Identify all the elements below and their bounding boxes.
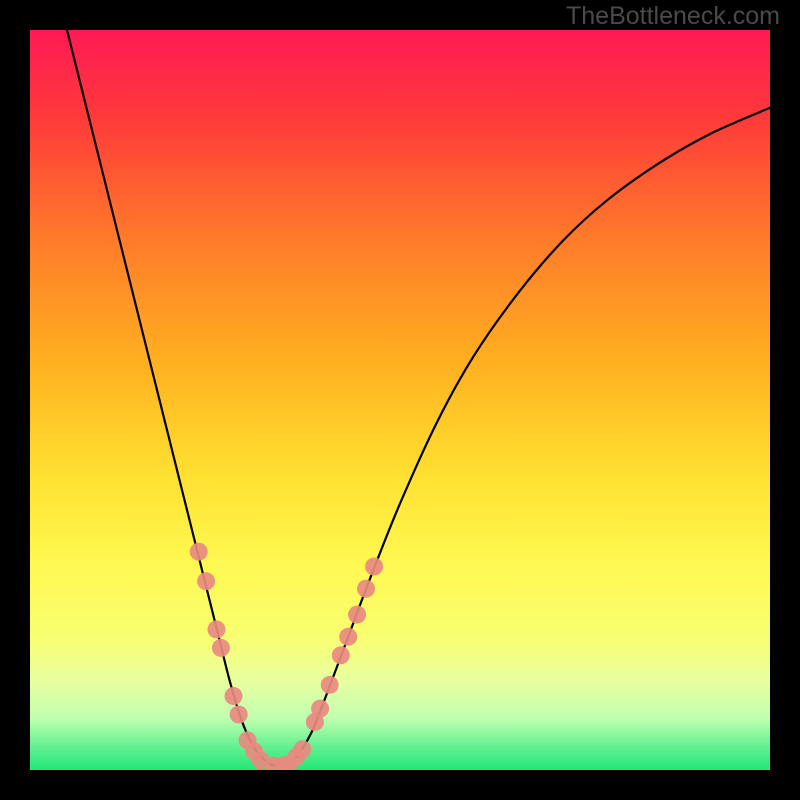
data-marker xyxy=(252,751,270,769)
plot-background xyxy=(30,30,770,770)
data-marker xyxy=(321,676,339,694)
data-marker xyxy=(225,687,243,705)
data-marker xyxy=(275,757,293,775)
data-marker xyxy=(311,700,329,718)
data-marker xyxy=(280,755,298,773)
chart-svg xyxy=(0,0,800,800)
data-marker xyxy=(293,740,311,758)
data-marker xyxy=(197,572,215,590)
data-marker xyxy=(239,731,257,749)
data-marker xyxy=(245,743,263,761)
data-marker xyxy=(306,713,324,731)
chart-outer: TheBottleneck.com xyxy=(0,0,800,800)
data-marker xyxy=(230,706,248,724)
outer-background xyxy=(0,0,800,800)
data-marker xyxy=(287,748,305,766)
marker-group xyxy=(190,543,383,775)
data-marker xyxy=(265,757,283,775)
data-marker xyxy=(207,620,225,638)
data-marker xyxy=(339,628,357,646)
data-marker xyxy=(332,646,350,664)
data-marker xyxy=(357,580,375,598)
data-marker xyxy=(212,639,230,657)
bottleneck-curve xyxy=(67,30,770,767)
data-marker xyxy=(365,558,383,576)
data-marker xyxy=(190,543,208,561)
data-marker xyxy=(348,606,366,624)
watermark-text: TheBottleneck.com xyxy=(566,2,780,31)
